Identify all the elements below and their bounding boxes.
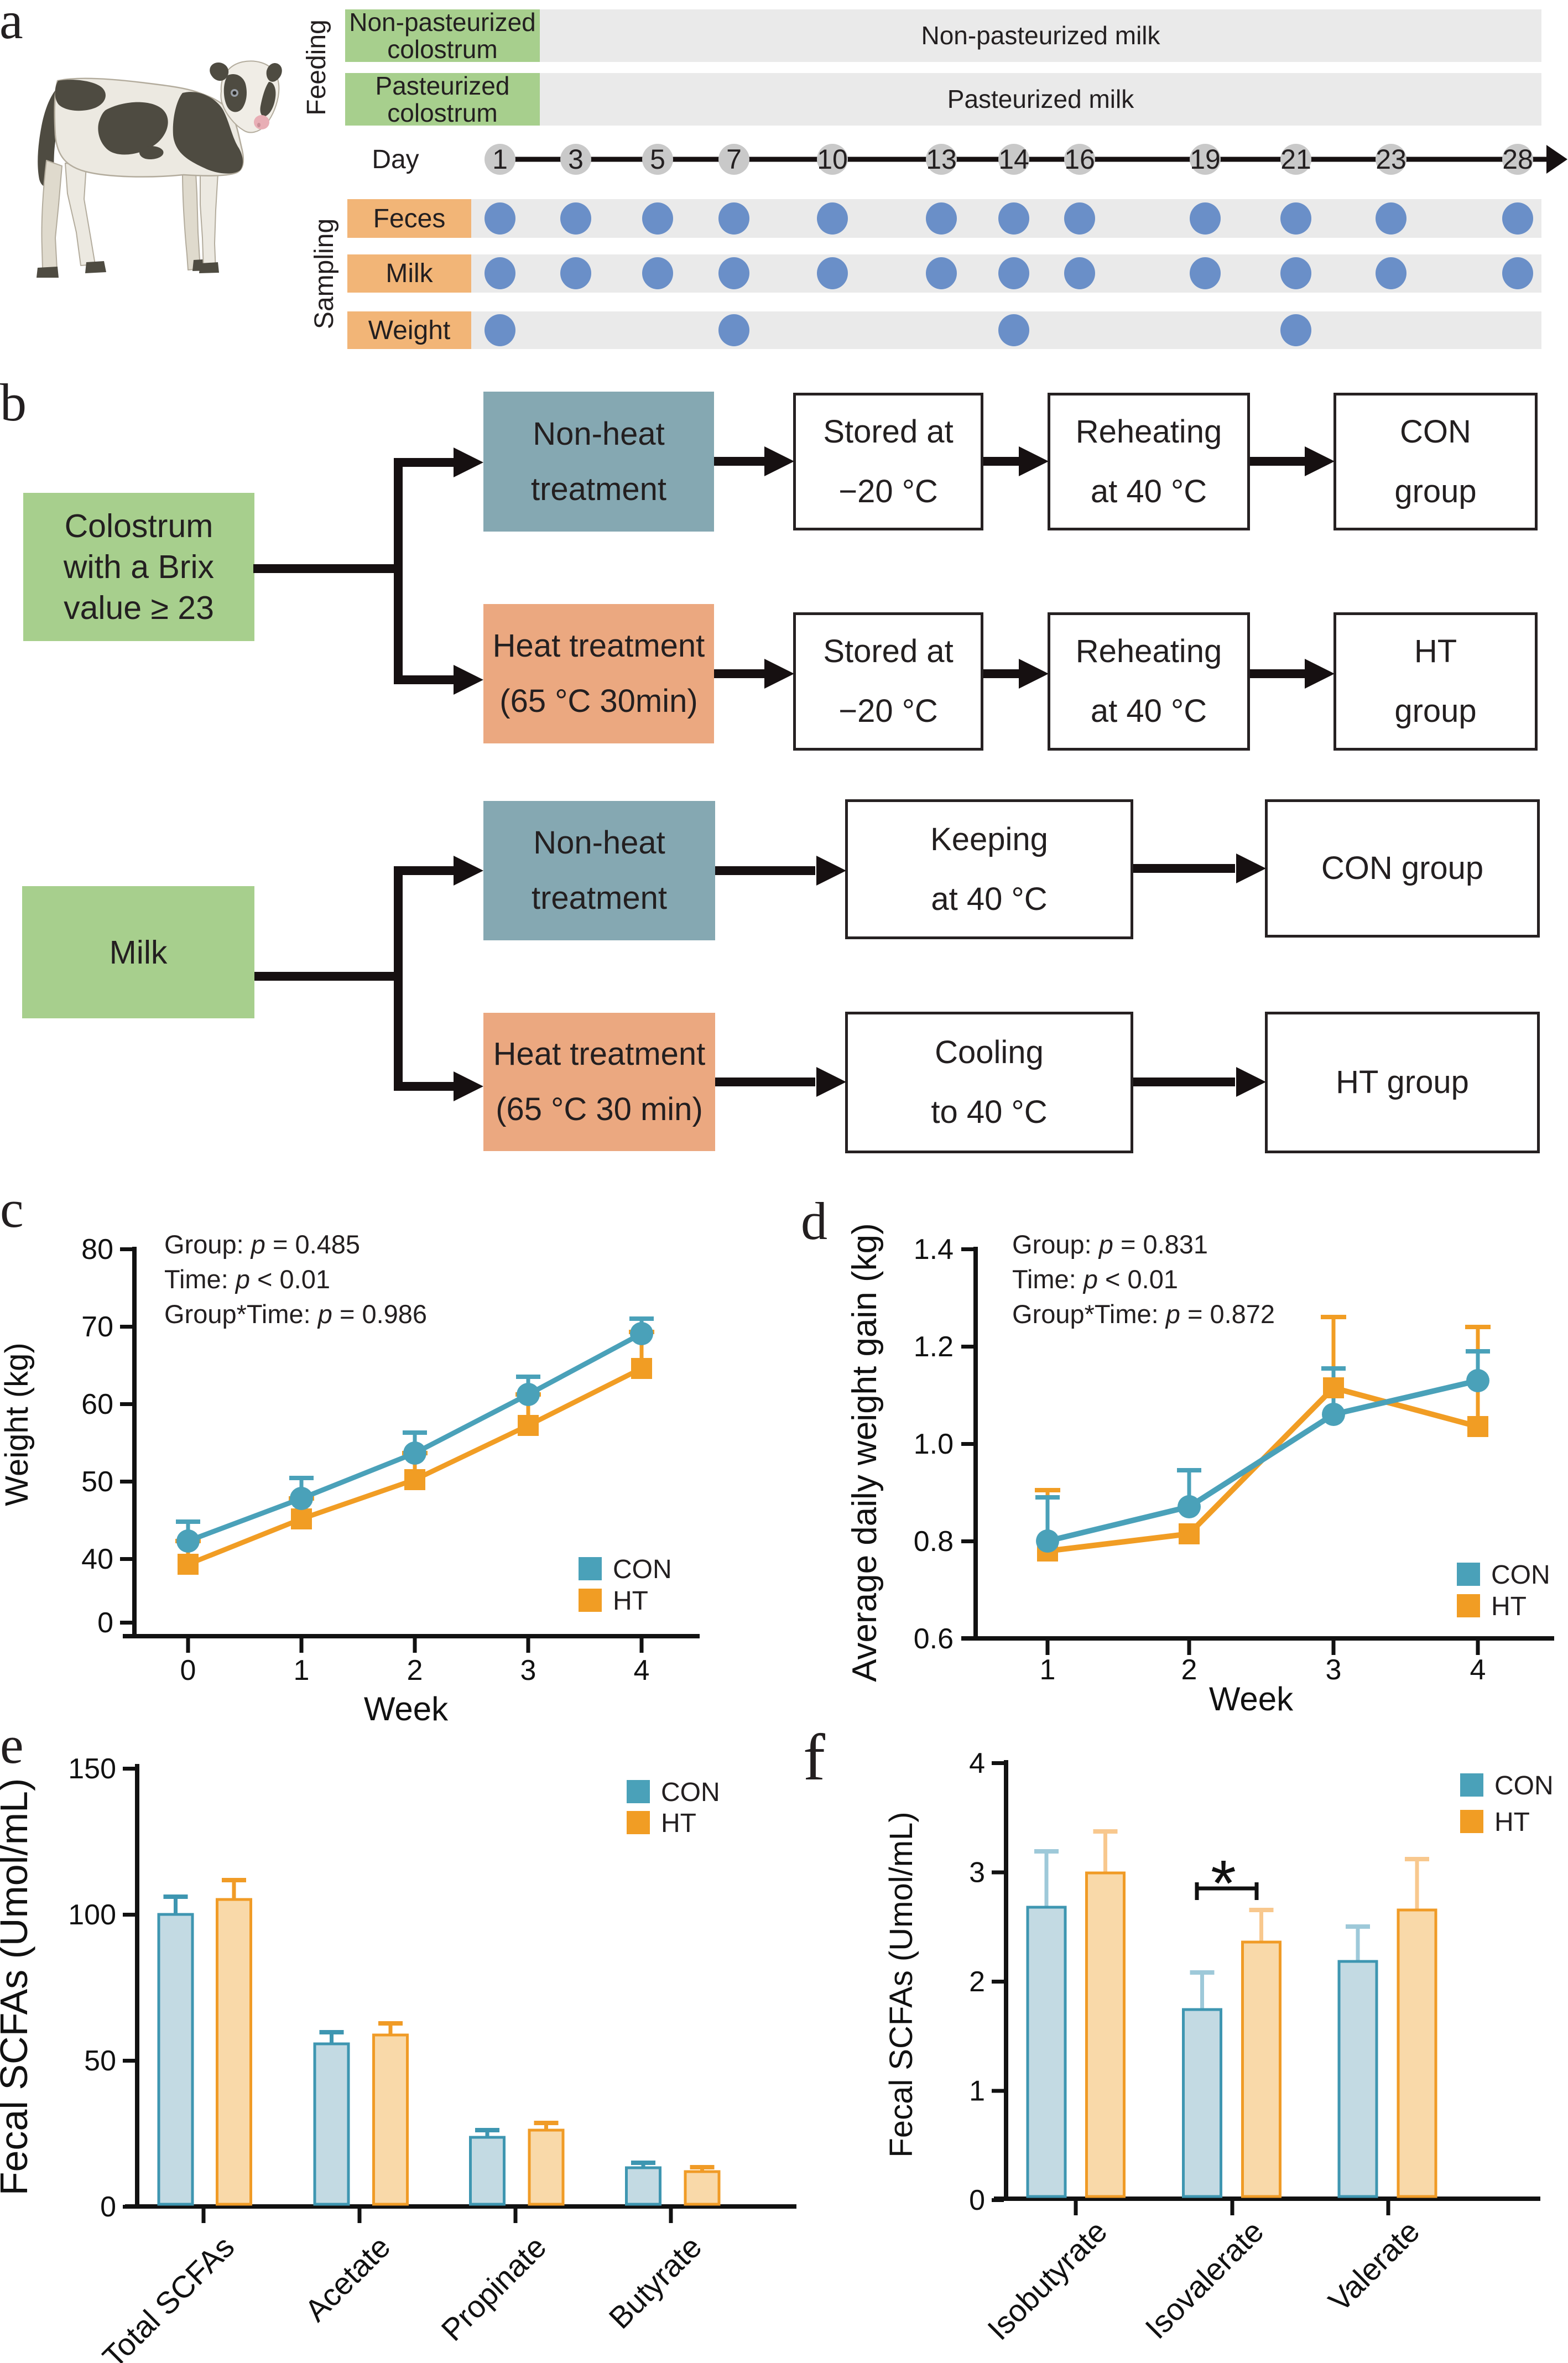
svg-text:Time: p < 0.01: Time: p < 0.01 — [164, 1264, 330, 1294]
svg-text:1: 1 — [294, 1654, 310, 1687]
svg-text:0: 0 — [969, 2184, 985, 2216]
svg-text:Week: Week — [1209, 1680, 1294, 1717]
svg-text:Acetate: Acetate — [298, 2229, 397, 2328]
svg-text:CON: CON — [1491, 1560, 1550, 1590]
svg-text:4: 4 — [969, 1747, 985, 1779]
svg-text:3: 3 — [568, 144, 584, 175]
svg-text:Propinate: Propinate — [434, 2229, 553, 2348]
svg-text:CON: CON — [661, 1778, 720, 1807]
svg-text:Group: p = 0.831: Group: p = 0.831 — [1012, 1230, 1208, 1259]
svg-text:HT: HT — [661, 1809, 696, 1838]
svg-text:2: 2 — [407, 1654, 423, 1687]
svg-text:Isobutyrate: Isobutyrate — [981, 2214, 1113, 2346]
svg-text:0.6: 0.6 — [914, 1623, 954, 1655]
svg-text:1: 1 — [492, 144, 508, 175]
svg-text:Group*Time: p = 0.986: Group*Time: p = 0.986 — [164, 1299, 427, 1329]
svg-text:1.2: 1.2 — [914, 1331, 954, 1363]
svg-text:60: 60 — [81, 1388, 113, 1420]
svg-text:2: 2 — [1181, 1654, 1197, 1686]
svg-text:Group*Time: p = 0.872: Group*Time: p = 0.872 — [1012, 1299, 1275, 1329]
svg-text:16: 16 — [1064, 144, 1095, 175]
svg-text:Fecal SCFAs (Umol/mL): Fecal SCFAs (Umol/mL) — [0, 1778, 35, 2196]
svg-text:7: 7 — [726, 144, 742, 175]
svg-text:13: 13 — [926, 144, 957, 175]
svg-text:100: 100 — [68, 1899, 116, 1931]
svg-text:Fecal SCFAs (Umol/mL): Fecal SCFAs (Umol/mL) — [883, 1812, 919, 2157]
svg-text:Time: p < 0.01: Time: p < 0.01 — [1012, 1264, 1178, 1294]
svg-text:50: 50 — [84, 2045, 116, 2077]
svg-text:2: 2 — [969, 1966, 985, 1998]
svg-text:HT: HT — [1494, 1808, 1530, 1837]
svg-text:Weight (kg): Weight (kg) — [0, 1342, 35, 1506]
svg-text:80: 80 — [81, 1233, 113, 1266]
svg-text:1.4: 1.4 — [914, 1233, 954, 1266]
svg-text:0: 0 — [97, 1607, 113, 1639]
svg-text:50: 50 — [81, 1466, 113, 1498]
svg-text:5: 5 — [650, 144, 665, 175]
svg-text:23: 23 — [1376, 144, 1406, 175]
svg-text:3: 3 — [969, 1857, 985, 1889]
svg-text:3: 3 — [1326, 1654, 1342, 1686]
svg-text:70: 70 — [81, 1311, 113, 1343]
svg-text:Isovalerate: Isovalerate — [1138, 2214, 1270, 2345]
svg-text:CON: CON — [613, 1555, 672, 1584]
svg-text:21: 21 — [1280, 144, 1311, 175]
svg-text:Butyrate: Butyrate — [602, 2229, 708, 2335]
svg-text:0.8: 0.8 — [914, 1526, 954, 1558]
svg-text:4: 4 — [634, 1654, 650, 1687]
svg-text:1.0: 1.0 — [914, 1428, 954, 1460]
svg-text:28: 28 — [1502, 144, 1533, 175]
svg-text:Week: Week — [364, 1690, 449, 1727]
svg-text:HT: HT — [613, 1586, 648, 1616]
svg-text:14: 14 — [998, 144, 1029, 175]
svg-text:0: 0 — [100, 2191, 116, 2223]
svg-text:1: 1 — [1040, 1654, 1056, 1686]
svg-text:Average daily weight gain (kg): Average daily weight gain (kg) — [846, 1223, 884, 1682]
svg-text:3: 3 — [520, 1654, 536, 1687]
svg-text:HT: HT — [1491, 1592, 1527, 1621]
svg-text:10: 10 — [817, 144, 848, 175]
svg-text:150: 150 — [68, 1753, 116, 1785]
svg-text:4: 4 — [1470, 1654, 1486, 1686]
svg-text:Total SCFAs: Total SCFAs — [96, 2229, 241, 2363]
svg-text:1: 1 — [969, 2075, 985, 2107]
svg-text:*: * — [1211, 1847, 1236, 1920]
svg-text:0: 0 — [180, 1654, 196, 1687]
svg-text:Group: p = 0.485: Group: p = 0.485 — [164, 1230, 360, 1259]
svg-text:40: 40 — [81, 1543, 113, 1575]
svg-text:19: 19 — [1190, 144, 1221, 175]
svg-text:CON: CON — [1494, 1771, 1554, 1800]
svg-text:Valerate: Valerate — [1321, 2214, 1426, 2318]
